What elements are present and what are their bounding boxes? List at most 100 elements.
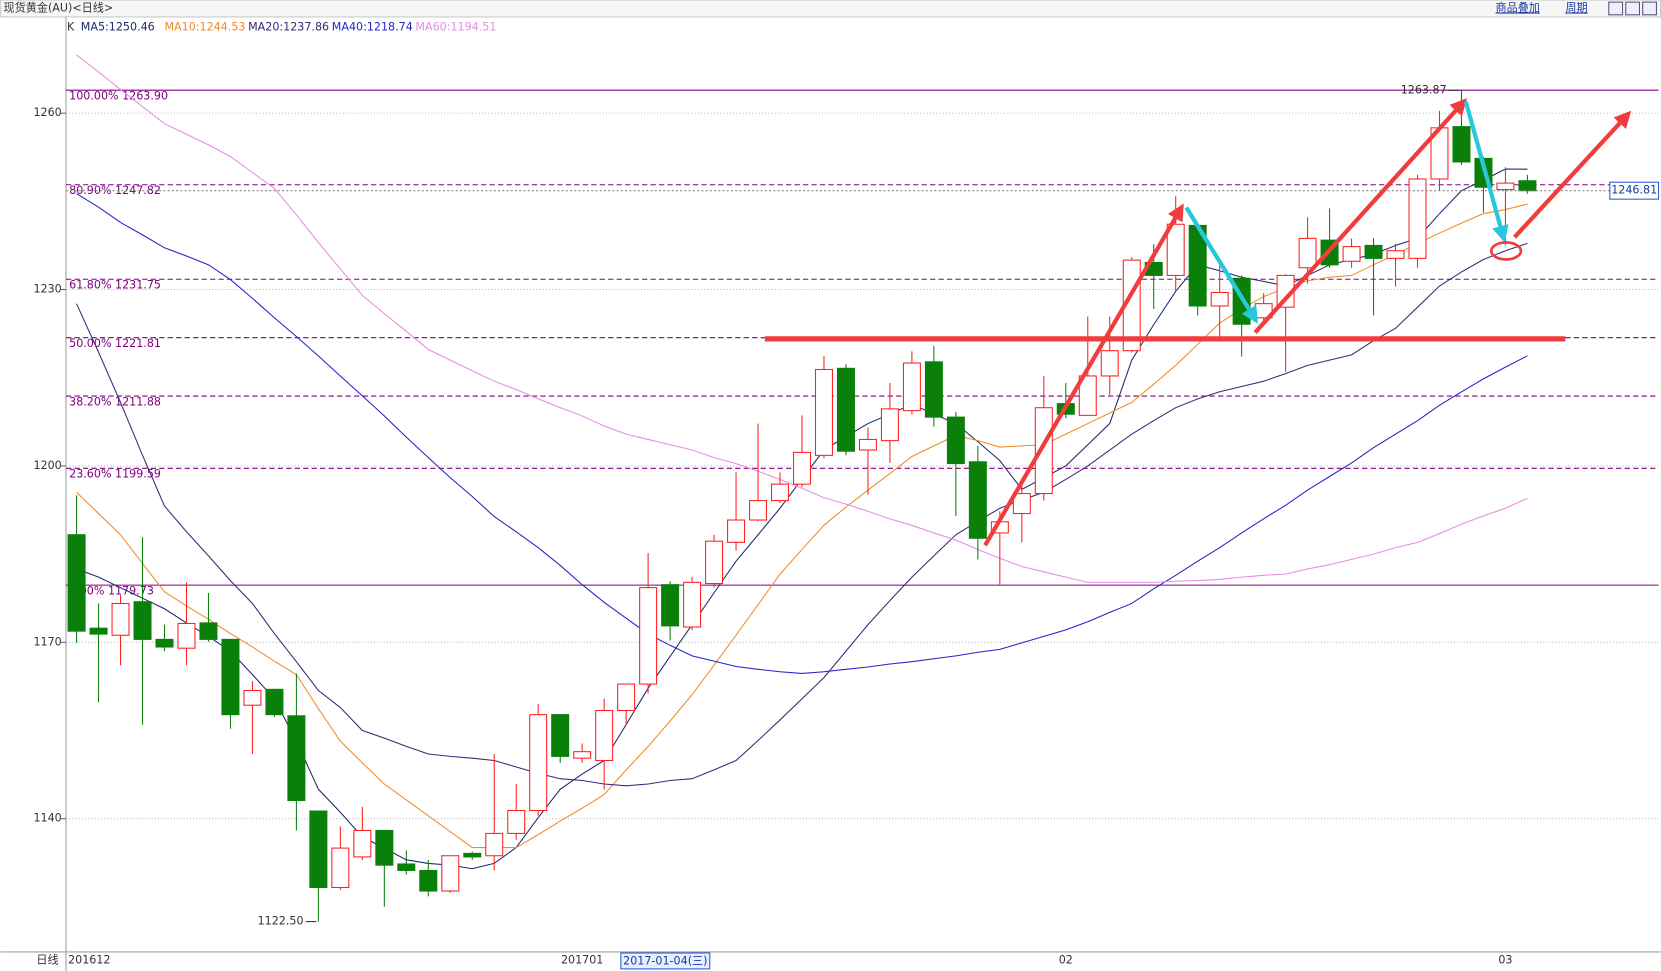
ma-line	[76, 54, 1528, 583]
last-price-label: 1246.81	[1611, 184, 1657, 197]
fib-label: 61.80% 1231.75	[69, 279, 161, 292]
candle-body	[573, 751, 592, 759]
candle-body	[1364, 244, 1383, 259]
candle-body	[353, 829, 372, 858]
up-arrow	[983, 203, 1184, 547]
plot: 1140 1170 1200 1230 1260 100.00% 1263.90 80.90…	[33, 21, 1660, 966]
candle-body	[1342, 246, 1361, 262]
period-label: 日线	[36, 952, 58, 966]
candle-body	[331, 847, 350, 889]
candle-body	[1166, 223, 1185, 276]
candle-body	[836, 367, 855, 452]
candle-body	[419, 869, 438, 892]
candle-body	[771, 483, 790, 502]
ma-line	[76, 193, 1528, 674]
candle-body	[551, 714, 570, 757]
candle-body	[705, 540, 724, 585]
low-label: 1122.50	[258, 915, 304, 928]
window-icon[interactable]	[1642, 1, 1657, 16]
candle-body	[375, 829, 394, 866]
ma-line	[76, 242, 1528, 787]
fib-label: 100.00% 1263.90	[69, 90, 168, 103]
candle-body	[485, 832, 504, 857]
prev-icon[interactable]	[1608, 1, 1624, 16]
y-tick-label: 1200	[33, 459, 61, 472]
candle-body	[617, 683, 636, 712]
cursor-box	[620, 952, 711, 970]
candle-body	[880, 408, 899, 442]
high-label: 1263.87	[1401, 83, 1447, 96]
candle-body	[1518, 180, 1537, 192]
candle-body	[946, 416, 965, 465]
up-arrow	[1253, 98, 1468, 334]
candle-body	[661, 584, 680, 627]
fib-label: 38.20% 1211.88	[69, 395, 161, 408]
legend-entry: MA20:1237.86	[248, 21, 329, 34]
last-price-box	[1609, 181, 1660, 200]
x-tick-label: 02	[1059, 953, 1073, 966]
next-icon[interactable]	[1625, 1, 1641, 16]
candle-body	[111, 602, 130, 636]
y-tick-label: 1230	[33, 283, 61, 296]
candle-body	[1210, 291, 1229, 307]
fib-label: 80.90% 1247.82	[69, 184, 161, 197]
candle-body	[595, 709, 614, 762]
annotations	[764, 98, 1632, 547]
x-tick-label: 03	[1498, 953, 1512, 966]
circle-mark	[1489, 241, 1523, 261]
candle-body	[1496, 182, 1515, 191]
candle-body	[397, 863, 416, 871]
candle-body	[858, 438, 877, 451]
candle-body	[507, 809, 526, 834]
candle-body	[155, 638, 174, 648]
candle-body	[265, 688, 284, 716]
candle-body	[1408, 178, 1427, 259]
fib-label: 0.00% 1179.73	[69, 584, 154, 597]
candle-body	[1034, 407, 1053, 495]
fib-label: 50.00% 1221.81	[69, 337, 161, 350]
candle-body	[221, 638, 240, 716]
title: 现货黄金(AU)<日线>	[4, 0, 114, 14]
candle-body	[924, 361, 943, 418]
candle-body	[309, 810, 328, 889]
candle-body	[1298, 237, 1317, 269]
legend-entry: MA40:1218.74	[332, 21, 413, 34]
y-tick-label: 1170	[33, 635, 61, 648]
fib-label: 23.60% 1199.59	[69, 468, 161, 481]
candle-body	[792, 451, 811, 485]
down-arrow	[1463, 101, 1509, 243]
candle-body	[639, 587, 658, 685]
candle-body	[1386, 250, 1405, 259]
cursor-label: 2017-01-04(三)	[623, 954, 707, 967]
candle-body	[1012, 493, 1031, 515]
candle-body	[727, 519, 746, 543]
candle-body	[1100, 350, 1119, 377]
y-tick-label: 1260	[33, 106, 61, 119]
candle-body	[1452, 126, 1471, 163]
candle-body	[177, 622, 196, 649]
period-button[interactable]: 周期	[1565, 1, 1587, 14]
candle-body	[902, 362, 921, 412]
x-tick-label: 201612	[68, 953, 110, 966]
candle-body	[133, 601, 152, 640]
candle-body	[683, 581, 702, 628]
up-arrow	[1512, 110, 1632, 239]
x-tick-label: 201701	[561, 953, 603, 966]
candle-body	[287, 715, 306, 802]
legend-entry: MA10:1244.53	[164, 21, 245, 34]
y-tick-label: 1140	[33, 812, 61, 825]
overlay-button[interactable]: 商品叠加	[1495, 0, 1539, 14]
candle-body	[1078, 375, 1097, 416]
candle-body	[749, 500, 768, 521]
legend-prefix: K	[67, 21, 75, 34]
candle-body	[814, 368, 833, 456]
legend-entry: MA5:1250.46	[81, 21, 155, 34]
candle-body	[243, 689, 262, 706]
candle-body	[199, 622, 218, 640]
candle-body	[529, 714, 548, 812]
candle-body	[968, 461, 987, 539]
candle-body	[463, 852, 482, 858]
